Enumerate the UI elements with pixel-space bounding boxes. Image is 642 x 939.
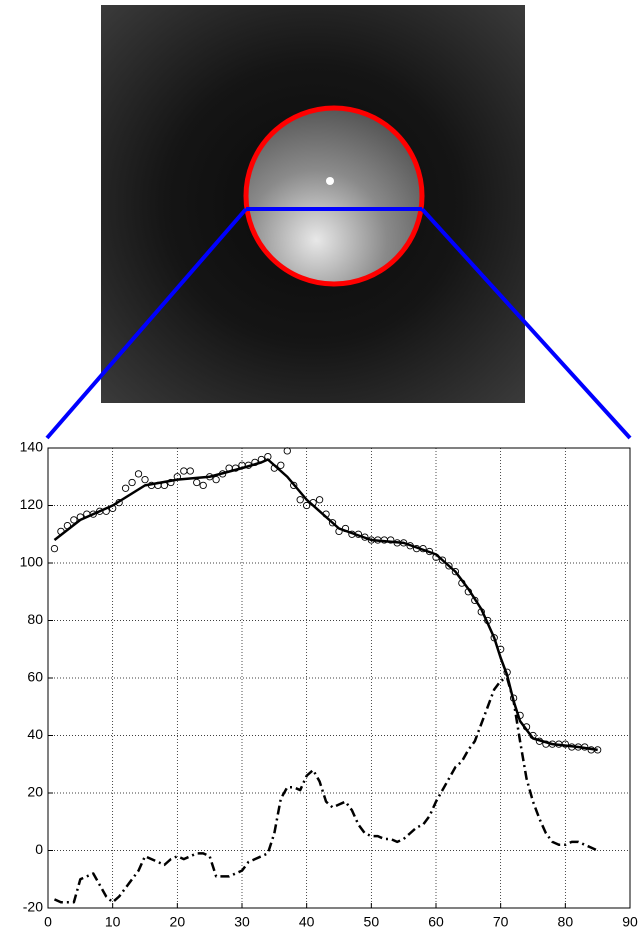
data-point	[451, 567, 460, 576]
x-tick-label: 30	[234, 914, 250, 930]
data-point	[315, 496, 324, 504]
data-point	[296, 496, 304, 504]
data-point	[121, 484, 130, 492]
y-tick-label: 120	[20, 496, 44, 512]
data-point	[445, 562, 453, 570]
data-point	[303, 501, 311, 510]
data-point	[180, 467, 188, 475]
data-point	[70, 516, 78, 524]
data-point	[290, 481, 298, 490]
eye-image	[101, 5, 525, 403]
y-tick-label: -20	[23, 899, 43, 915]
glint	[326, 177, 334, 185]
data-point	[328, 519, 337, 527]
data-point	[277, 461, 285, 469]
y-tick-label: 40	[27, 726, 43, 742]
data-point	[199, 481, 207, 490]
data-point	[186, 467, 194, 475]
y-tick-label: 60	[27, 669, 43, 685]
x-tick-label: 10	[105, 914, 121, 930]
pupil-outline	[243, 105, 425, 287]
data-point	[283, 447, 291, 455]
data-point	[50, 544, 59, 553]
data-point	[141, 475, 149, 484]
connector-line	[420, 207, 632, 440]
data-point	[438, 556, 447, 564]
connector-line	[45, 207, 248, 440]
x-tick-label: 20	[170, 914, 186, 930]
y-tick-label: 80	[27, 611, 43, 627]
data-point	[193, 478, 201, 487]
y-tick-label: 20	[27, 784, 43, 800]
x-tick-label: 80	[558, 914, 574, 930]
x-tick-label: 50	[364, 914, 380, 930]
x-tick-label: 40	[299, 914, 315, 930]
fit-line	[53, 458, 598, 752]
data-point	[212, 475, 220, 484]
data-point	[134, 470, 143, 478]
data-point	[387, 536, 395, 544]
dashdot-line	[53, 676, 599, 904]
x-tick-label: 70	[493, 914, 509, 930]
pupil	[246, 108, 422, 284]
x-tick-label: 60	[428, 914, 444, 930]
data-point	[89, 510, 97, 518]
data-point	[128, 478, 136, 487]
x-tick-label: 90	[622, 914, 638, 930]
y-tick-label: 0	[35, 841, 43, 857]
x-tick-label: 0	[44, 914, 52, 930]
y-tick-label: 140	[20, 439, 44, 455]
y-tick-label: 100	[20, 554, 44, 570]
plot-frame	[47, 447, 631, 909]
